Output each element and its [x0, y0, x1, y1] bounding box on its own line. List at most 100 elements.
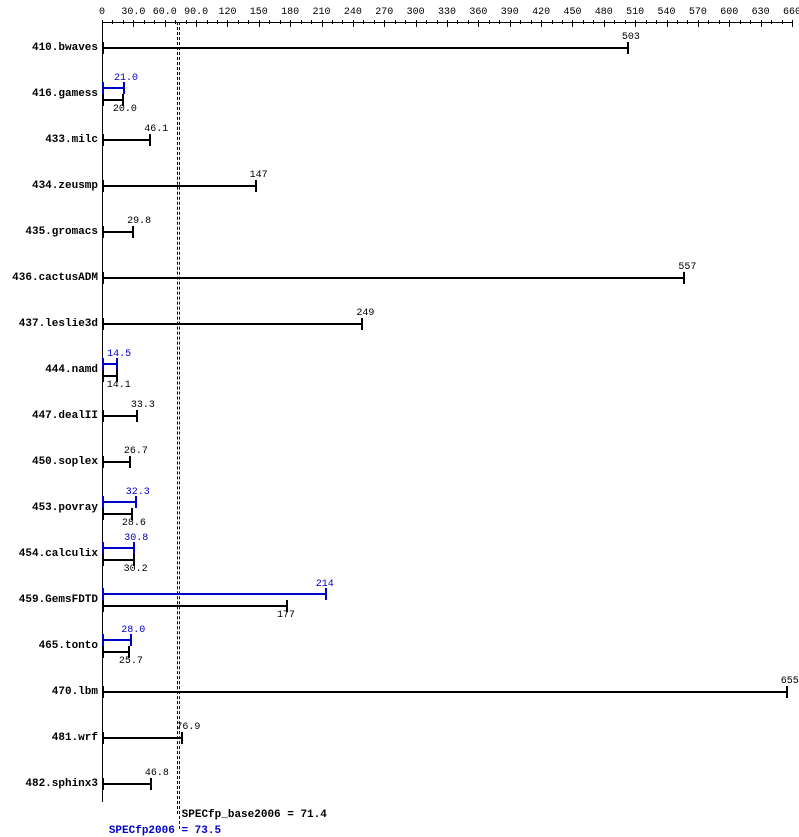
x-minor-tick	[144, 20, 145, 24]
ref-line-base	[177, 22, 178, 814]
bar-startcap-peak	[102, 496, 104, 508]
x-tick-label: 120	[218, 7, 236, 18]
x-minor-tick	[238, 20, 239, 24]
benchmark-label: 410.bwaves	[0, 42, 98, 54]
bar-base	[102, 461, 130, 463]
value-label-base: 147	[250, 170, 268, 181]
x-minor-tick	[280, 20, 281, 24]
value-label-peak: 32.3	[126, 487, 150, 498]
ref-line-peak	[179, 22, 180, 829]
benchmark-label: 459.GemsFDTD	[0, 594, 98, 606]
bar-peak	[102, 501, 136, 503]
bar-base	[102, 231, 133, 233]
bar-cap-base	[129, 456, 131, 468]
x-tick	[447, 20, 448, 27]
x-tick	[541, 20, 542, 27]
x-tick	[604, 20, 605, 27]
x-tick-label: 360	[469, 7, 487, 18]
x-minor-tick	[269, 20, 270, 24]
bar-base	[102, 139, 150, 141]
x-tick	[698, 20, 699, 27]
value-label-base: 33.3	[131, 400, 155, 411]
x-tick	[416, 20, 417, 27]
bar-cap-base	[181, 732, 183, 744]
benchmark-label: 444.namd	[0, 364, 98, 376]
x-minor-tick	[625, 20, 626, 24]
x-minor-tick	[646, 20, 647, 24]
bar-cap-base	[136, 410, 138, 422]
bar-peak	[102, 363, 117, 365]
benchmark-label: 482.sphinx3	[0, 778, 98, 790]
score-base-label: SPECfp_base2006 = 71.4	[182, 809, 327, 821]
value-label-base: 177	[277, 610, 295, 621]
benchmark-chart: 030.060.090.0120150180210240270300330360…	[0, 0, 799, 831]
x-tick	[667, 20, 668, 27]
x-minor-tick	[489, 20, 490, 24]
bar-startcap-base	[102, 134, 104, 146]
value-label-base: 14.1	[107, 380, 131, 391]
benchmark-label: 447.dealII	[0, 410, 98, 422]
x-minor-tick	[687, 20, 688, 24]
benchmark-label: 470.lbm	[0, 686, 98, 698]
x-minor-tick	[311, 20, 312, 24]
benchmark-label: 433.milc	[0, 134, 98, 146]
x-tick	[227, 20, 228, 27]
x-tick	[353, 20, 354, 27]
x-tick	[290, 20, 291, 27]
bar-startcap-base	[102, 94, 104, 106]
bar-startcap-base	[102, 226, 104, 238]
x-minor-tick	[426, 20, 427, 24]
x-minor-tick	[677, 20, 678, 24]
value-label-base: 46.8	[145, 768, 169, 779]
value-label-base: 557	[678, 262, 696, 273]
x-minor-tick	[593, 20, 594, 24]
bar-startcap-base	[102, 600, 104, 612]
value-label-peak: 21.0	[114, 73, 138, 84]
benchmark-label: 434.zeusmp	[0, 180, 98, 192]
x-tick-label: 210	[313, 7, 331, 18]
x-tick-label: 270	[375, 7, 393, 18]
bar-startcap-peak	[102, 82, 104, 94]
x-tick	[384, 20, 385, 27]
bar-peak	[102, 639, 131, 641]
x-minor-tick	[771, 20, 772, 24]
bar-base	[102, 513, 132, 515]
x-minor-tick	[207, 20, 208, 24]
x-minor-tick	[112, 20, 113, 24]
value-label-base: 25.7	[119, 656, 143, 667]
bar-base	[102, 415, 137, 417]
bar-startcap-base	[102, 42, 104, 54]
bar-startcap-peak	[102, 588, 104, 600]
x-minor-tick	[750, 20, 751, 24]
x-tick	[635, 20, 636, 27]
value-label-base: 29.8	[127, 216, 151, 227]
x-tick-label: 630	[752, 7, 770, 18]
x-minor-tick	[123, 20, 124, 24]
x-tick	[322, 20, 323, 27]
bar-base	[102, 651, 129, 653]
x-tick	[165, 20, 166, 27]
bar-cap-base	[683, 272, 685, 284]
x-minor-tick	[531, 20, 532, 24]
x-minor-tick	[468, 20, 469, 24]
bar-base	[102, 277, 684, 279]
x-tick-label: 180	[281, 7, 299, 18]
bar-startcap-peak	[102, 634, 104, 646]
bar-base	[102, 737, 182, 739]
x-minor-tick	[708, 20, 709, 24]
x-tick	[259, 20, 260, 27]
benchmark-label: 481.wrf	[0, 732, 98, 744]
bar-startcap-base	[102, 778, 104, 790]
x-tick	[761, 20, 762, 27]
x-tick-label: 570	[689, 7, 707, 18]
x-tick-label: 240	[344, 7, 362, 18]
x-tick-label: 300	[407, 7, 425, 18]
x-tick-label: 480	[595, 7, 613, 18]
bar-base	[102, 185, 256, 187]
bar-startcap-peak	[102, 358, 104, 370]
x-tick-label: 30.0	[121, 7, 145, 18]
bar-cap-base	[361, 318, 363, 330]
bar-peak	[102, 87, 124, 89]
x-tick	[133, 20, 134, 27]
bar-startcap-base	[102, 554, 104, 566]
